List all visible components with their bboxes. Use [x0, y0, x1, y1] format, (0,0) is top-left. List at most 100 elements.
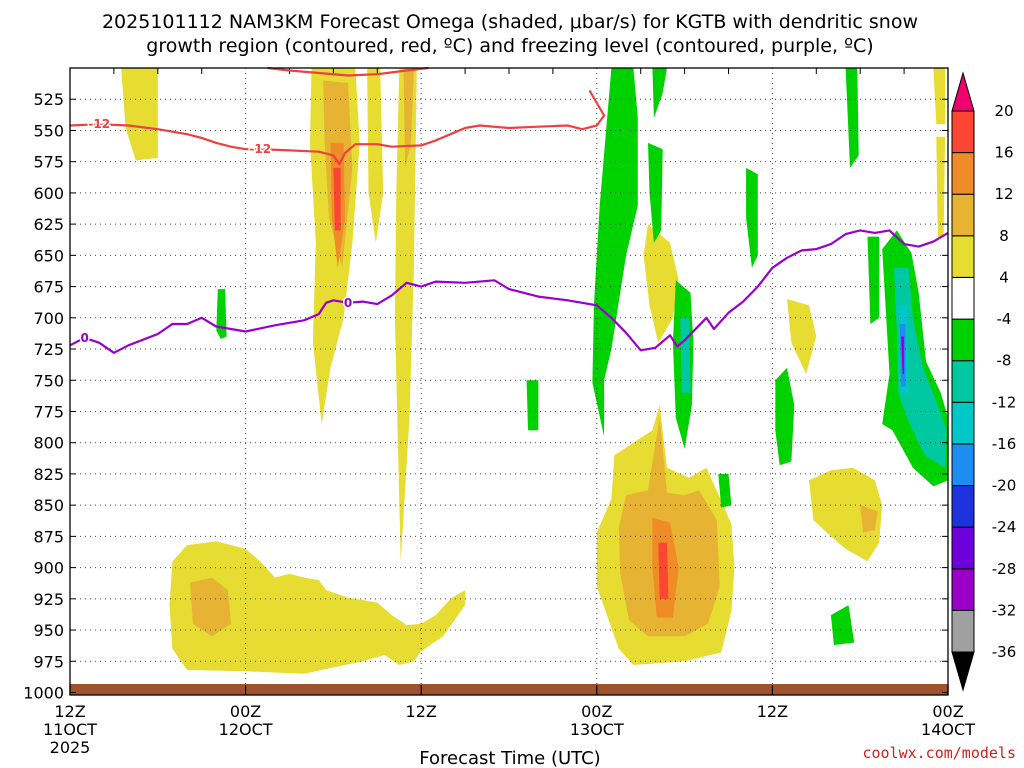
omega-region: [775, 367, 795, 466]
isotherm-label: 0: [344, 296, 352, 310]
colorbar-label: 20: [994, 102, 1013, 120]
omega-region: [333, 167, 341, 231]
colorbar: 20 16 12 8 4 -4 -8 -12 -16 -20 -24 -28 -32 -36: [951, 71, 1017, 692]
omega-region: [787, 299, 817, 374]
omega-region: [592, 68, 638, 437]
y-tick-label: 1000: [23, 684, 64, 703]
colorbar-label: -20: [992, 477, 1017, 495]
omega-region: [658, 542, 669, 599]
ground-band: [70, 684, 948, 695]
omega-region: [216, 289, 227, 339]
colorbar-swatch: [951, 443, 975, 486]
isotherm-label: -12: [88, 117, 110, 131]
isotherm-layer: -12 -12 0 0: [69, 66, 949, 354]
y-tick-label: 825: [33, 465, 64, 484]
omega-region: [830, 605, 855, 645]
y-tick-label: 950: [33, 621, 64, 640]
omega-region: [394, 68, 417, 562]
chart-title-line1: 2025101112 NAM3KM Forecast Omega (shaded…: [102, 11, 918, 33]
y-tick-label: 875: [33, 527, 64, 546]
omega-region: [680, 317, 691, 393]
colorbar-label: -12: [992, 393, 1017, 411]
colorbar-swatch: [951, 110, 975, 154]
x-tick-label: 12OCT: [219, 720, 273, 739]
colorbar-label: 16: [994, 144, 1013, 162]
colorbar-swatch: [951, 401, 975, 445]
y-tick-label: 525: [33, 90, 64, 109]
isotherm-line: [69, 89, 606, 166]
isotherm-line: [69, 229, 949, 354]
y-axis-ticks: 525 550 575 600 625 650 675 700 725 750 775 800 825 8…: [23, 90, 948, 703]
colorbar-swatch: [951, 318, 975, 362]
y-tick-label: 725: [33, 340, 64, 359]
omega-region: [367, 68, 384, 243]
y-tick-label: 700: [33, 309, 64, 328]
colorbar-swatch: [951, 360, 975, 403]
credit-text: coolwx.com/models: [862, 744, 1016, 762]
isotherm-label: -12: [249, 142, 271, 156]
omega-region: [746, 167, 758, 268]
colorbar-label: -32: [992, 601, 1017, 619]
x-axis-label: Forecast Time (UTC): [419, 748, 600, 768]
isotherm-line: [267, 66, 429, 77]
y-tick-label: 650: [33, 246, 64, 265]
colorbar-swatch: [951, 568, 975, 611]
plot-frame: [69, 67, 949, 696]
x-tick-label: 00Z: [230, 702, 261, 721]
colorbar-swatch: [951, 277, 975, 320]
isotherm-label: 0: [80, 331, 88, 345]
y-tick-label: 575: [33, 153, 64, 172]
y-tick-label: 750: [33, 371, 64, 390]
colorbar-swatch: [951, 235, 975, 278]
colorbar-label: -4: [997, 310, 1012, 328]
x-tick-label: 12Z: [406, 702, 437, 721]
omega-region: [867, 236, 880, 324]
omega-region: [718, 473, 732, 508]
colorbar-swatch: [951, 485, 975, 528]
omega-region: [809, 467, 883, 562]
omega-region: [845, 68, 859, 168]
colorbar-arrow-high: [951, 71, 975, 112]
omega-region: [121, 68, 158, 161]
omega-region: [526, 380, 539, 431]
y-tick-label: 925: [33, 590, 64, 609]
x-tick-label: 14OCT: [921, 720, 975, 739]
colorbar-label: -24: [992, 518, 1017, 536]
omega-region: [652, 68, 667, 118]
x-tick-label: 00Z: [581, 702, 612, 721]
y-tick-label: 550: [33, 121, 64, 140]
colorbar-swatch: [951, 193, 975, 237]
y-tick-label: 800: [33, 434, 64, 453]
x-tick-label: 11OCT: [43, 720, 97, 739]
colorbar-label: -36: [992, 643, 1017, 661]
colorbar-arrow-low: [951, 651, 975, 692]
colorbar-swatch: [951, 152, 975, 195]
colorbar-label: 4: [999, 268, 1009, 286]
omega-region: [860, 505, 878, 533]
colorbar-label: -8: [997, 352, 1012, 370]
y-tick-label: 850: [33, 496, 64, 515]
colorbar-label: 8: [999, 227, 1009, 245]
omega-region: [190, 577, 231, 637]
colorbar-swatch: [951, 609, 975, 653]
omega-region: [936, 136, 946, 237]
colorbar-label: 12: [994, 185, 1013, 203]
y-tick-label: 675: [33, 278, 64, 297]
y-tick-label: 775: [33, 402, 64, 421]
y-tick-label: 975: [33, 652, 64, 671]
colorbar-label: -28: [992, 560, 1017, 578]
omega-region: [643, 224, 679, 343]
omega-shading-layer: [121, 68, 948, 674]
omega-region: [933, 68, 946, 125]
y-tick-label: 900: [33, 559, 64, 578]
x-tick-label: 00Z: [932, 702, 963, 721]
omega-region: [403, 68, 414, 168]
omega-region: [169, 541, 466, 674]
y-tick-label: 625: [33, 215, 64, 234]
x-tick-label: 12Z: [757, 702, 788, 721]
colorbar-label: -16: [992, 435, 1017, 453]
x-tick-label: 12Z: [54, 702, 85, 721]
x-tick-label: 13OCT: [570, 720, 624, 739]
